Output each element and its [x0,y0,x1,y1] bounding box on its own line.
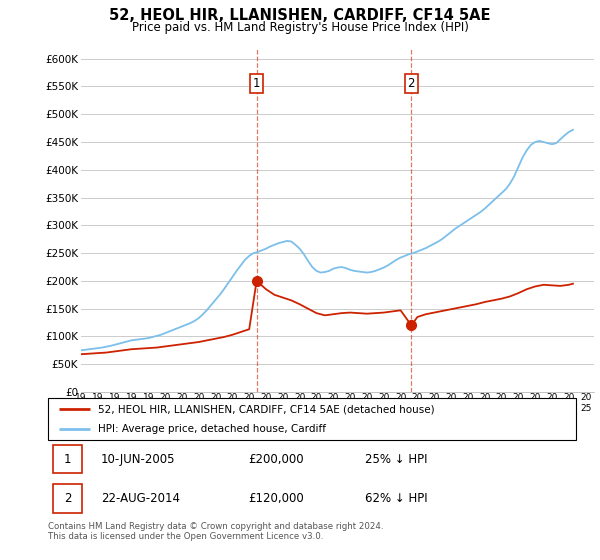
Text: 52, HEOL HIR, LLANISHEN, CARDIFF, CF14 5AE (detached house): 52, HEOL HIR, LLANISHEN, CARDIFF, CF14 5… [98,404,435,414]
Text: 2: 2 [64,492,71,505]
Text: 62% ↓ HPI: 62% ↓ HPI [365,492,427,505]
Text: 2: 2 [407,77,415,90]
Text: 25% ↓ HPI: 25% ↓ HPI [365,452,427,465]
Text: 1: 1 [253,77,260,90]
Text: Contains HM Land Registry data © Crown copyright and database right 2024.
This d: Contains HM Land Registry data © Crown c… [48,522,383,542]
Text: £120,000: £120,000 [248,492,304,505]
Text: 52, HEOL HIR, LLANISHEN, CARDIFF, CF14 5AE: 52, HEOL HIR, LLANISHEN, CARDIFF, CF14 5… [109,8,491,24]
Text: 22-AUG-2014: 22-AUG-2014 [101,492,180,505]
Text: 1: 1 [64,452,71,465]
Text: 10-JUN-2005: 10-JUN-2005 [101,452,175,465]
Bar [53,445,82,473]
Text: HPI: Average price, detached house, Cardiff: HPI: Average price, detached house, Card… [98,424,326,433]
Bar [53,484,82,513]
Text: Price paid vs. HM Land Registry's House Price Index (HPI): Price paid vs. HM Land Registry's House … [131,21,469,34]
Text: £200,000: £200,000 [248,452,304,465]
